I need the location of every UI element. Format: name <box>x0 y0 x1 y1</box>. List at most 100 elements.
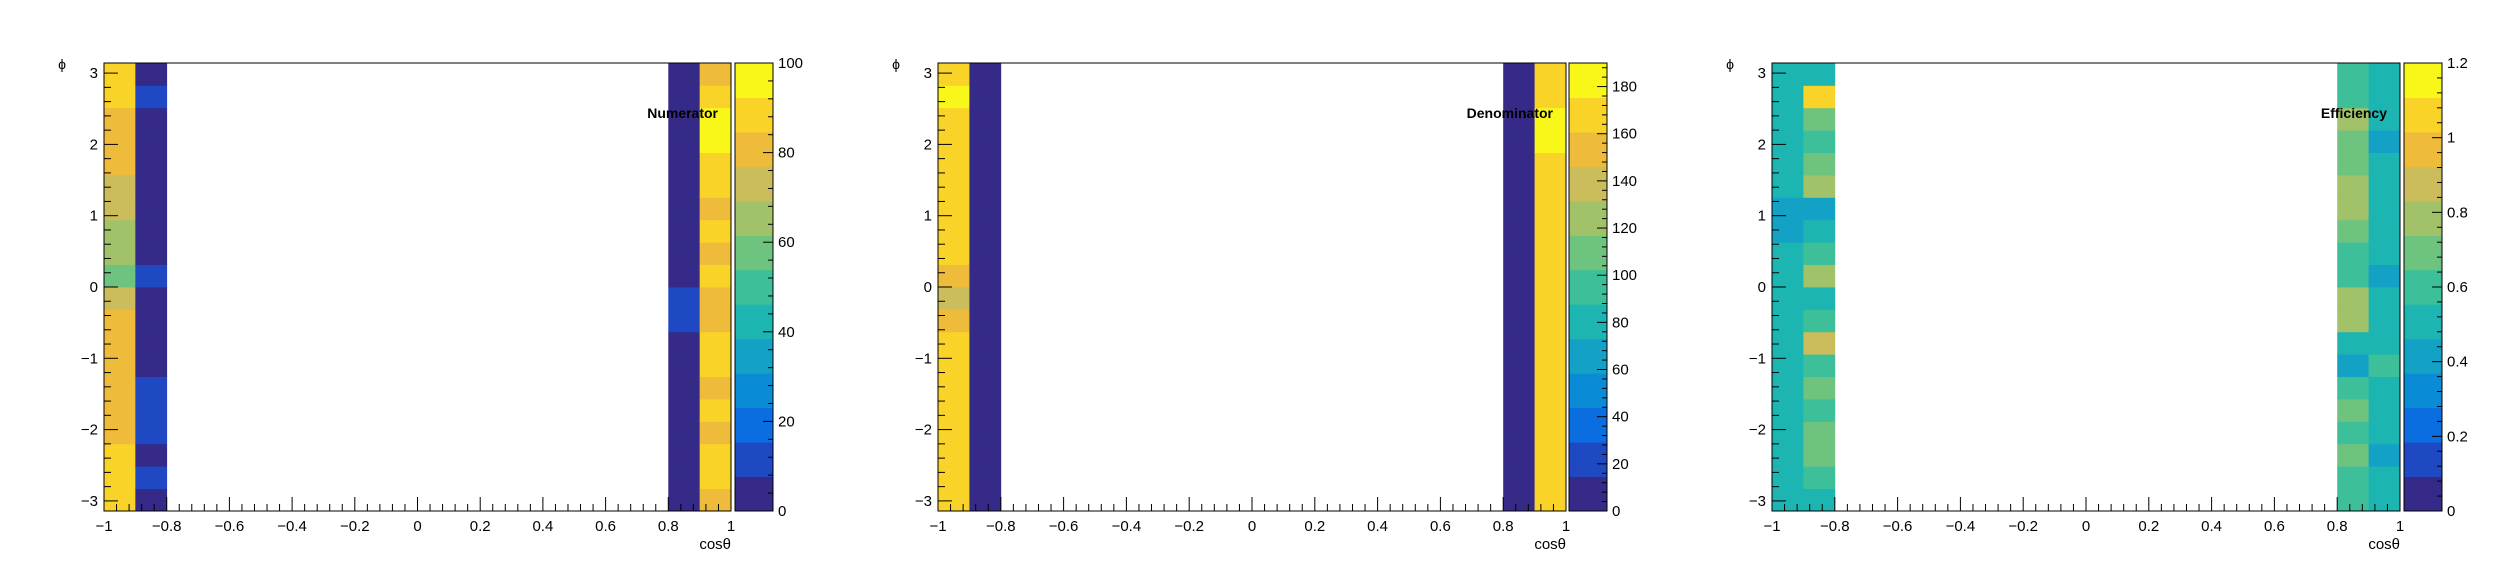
heatmap-cell <box>2368 466 2401 489</box>
heatmap-cell <box>104 130 136 153</box>
heatmap-cell <box>1803 63 1836 86</box>
y-tick-label: 3 <box>924 65 932 82</box>
heatmap-cell <box>1534 466 1567 489</box>
color-bar-frame <box>1568 62 1608 512</box>
heatmap-cell <box>668 152 701 176</box>
color-bar-segment <box>1569 407 1607 443</box>
heatmap-cell <box>938 152 970 176</box>
heatmap-cell <box>668 242 701 265</box>
heatmap-cell <box>1534 219 1567 243</box>
heatmap-cell <box>938 242 970 265</box>
heatmap-cell <box>969 399 1002 422</box>
color-bar-segment <box>735 131 773 167</box>
z-tick-label: 160 <box>1612 126 1637 143</box>
heatmap-cell <box>135 152 168 176</box>
z-tick-label: 0 <box>2447 503 2455 520</box>
heatmap-cell <box>969 130 1002 153</box>
heatmap-cell <box>1503 331 1535 355</box>
heatmap-cell <box>2368 376 2401 400</box>
heatmap-cell <box>104 443 136 467</box>
heatmap-cell <box>104 421 136 445</box>
z-tick-label: 1 <box>2447 130 2455 147</box>
heatmap-cell <box>969 309 1002 333</box>
heatmap-cell <box>699 421 732 445</box>
x-tick-label: 0.2 <box>470 518 491 535</box>
heatmap-cell <box>2337 466 2369 489</box>
x-tick-label: −0.6 <box>215 518 245 535</box>
heatmap-cell <box>2368 309 2401 333</box>
heatmap-cell <box>135 63 168 86</box>
color-bar-segment <box>1569 63 1607 98</box>
z-tick-label: 60 <box>1612 362 1629 379</box>
heatmap-cell <box>1503 219 1535 243</box>
y-tick-label: 2 <box>1758 136 1766 153</box>
x-tick-label: 0.2 <box>1304 518 1325 535</box>
heatmap-cell <box>1503 421 1535 445</box>
color-bar-segment <box>2404 166 2442 202</box>
heatmap-cell <box>1803 309 1836 333</box>
heatmap-cell <box>2337 421 2369 445</box>
heatmap-cell <box>1534 287 1567 310</box>
heatmap-cell <box>1772 107 1804 131</box>
heatmap-cell <box>1503 242 1535 265</box>
color-bar-segment <box>1569 131 1607 167</box>
color-bar-segment <box>2404 63 2442 98</box>
heatmap-cell <box>1803 107 1836 131</box>
heatmap-cell <box>699 152 732 176</box>
heatmap-cell <box>1772 376 1804 400</box>
heatmap-cell <box>668 421 701 445</box>
heatmap-cell <box>699 354 732 377</box>
x-tick-label: 0.8 <box>1493 518 1514 535</box>
heatmap-cell <box>1803 197 1836 221</box>
heatmap-cell <box>938 175 970 198</box>
heatmap-cell <box>1803 466 1836 489</box>
z-tick-label: 0.4 <box>2447 354 2468 371</box>
x-tick-label: −0.2 <box>340 518 370 535</box>
heatmap-cell <box>2337 152 2369 176</box>
z-tick-label: 180 <box>1612 79 1637 96</box>
heatmap-cell <box>699 130 732 153</box>
y-tick-label: 0 <box>90 279 98 296</box>
heatmap-panel-2: −1 −0.8 −0.6 −0.4 −0.2 0 0.2 0.4 0.6 0.8 1 −3 −2 −1 0 1… <box>892 56 1637 553</box>
color-bar-segment <box>735 373 773 409</box>
x-tick-label: 1 <box>2396 518 2404 535</box>
heatmap-cell <box>938 443 970 467</box>
heatmap-cell <box>668 130 701 153</box>
heatmap-cell <box>969 175 1002 198</box>
heatmap-cell <box>938 421 970 445</box>
heatmap-cell <box>1772 331 1804 355</box>
heatmap-cell <box>1803 175 1836 198</box>
z-tick-label: 100 <box>1612 267 1637 284</box>
z-tick-label: 40 <box>1612 409 1629 426</box>
heatmap-cell <box>104 287 136 310</box>
heatmap-cell <box>1534 421 1567 445</box>
heatmap-cell <box>135 466 168 489</box>
x-tick-label: 0.4 <box>2201 518 2222 535</box>
z-tick-label: 100 <box>778 55 803 72</box>
heatmap-panel-3: −1 −0.8 −0.6 −0.4 −0.2 0 0.2 0.4 0.6 0.8 1 −3 −2 −1 0 1… <box>1726 55 2468 553</box>
heatmap-cell <box>938 130 970 153</box>
heatmap-cell <box>1772 197 1804 221</box>
heatmap-cell <box>938 309 970 333</box>
heatmap-cell <box>938 331 970 355</box>
x-tick-label: −0.8 <box>152 518 182 535</box>
heatmap-cell <box>2337 219 2369 243</box>
heatmap-cell <box>1803 399 1836 422</box>
x-axis-title: cosθ <box>1534 536 1566 553</box>
heatmap-cell <box>2337 443 2369 467</box>
heatmap-cell <box>1534 309 1567 333</box>
color-bar-segment <box>735 304 773 340</box>
heatmap-cell <box>1803 488 1836 512</box>
heatmap-cell <box>938 287 970 310</box>
heatmap-cell <box>969 376 1002 400</box>
heatmap-cell <box>135 242 168 265</box>
heatmap-cell <box>938 376 970 400</box>
heatmap-cell <box>969 107 1002 131</box>
heatmap-cell <box>699 242 732 265</box>
color-bar-segment <box>2404 476 2442 512</box>
heatmap-cell <box>1503 130 1535 153</box>
heatmap-cell <box>1534 354 1567 377</box>
heatmap-cell <box>969 488 1002 512</box>
heatmap-cell <box>1534 331 1567 355</box>
heatmap-cell <box>1503 309 1535 333</box>
